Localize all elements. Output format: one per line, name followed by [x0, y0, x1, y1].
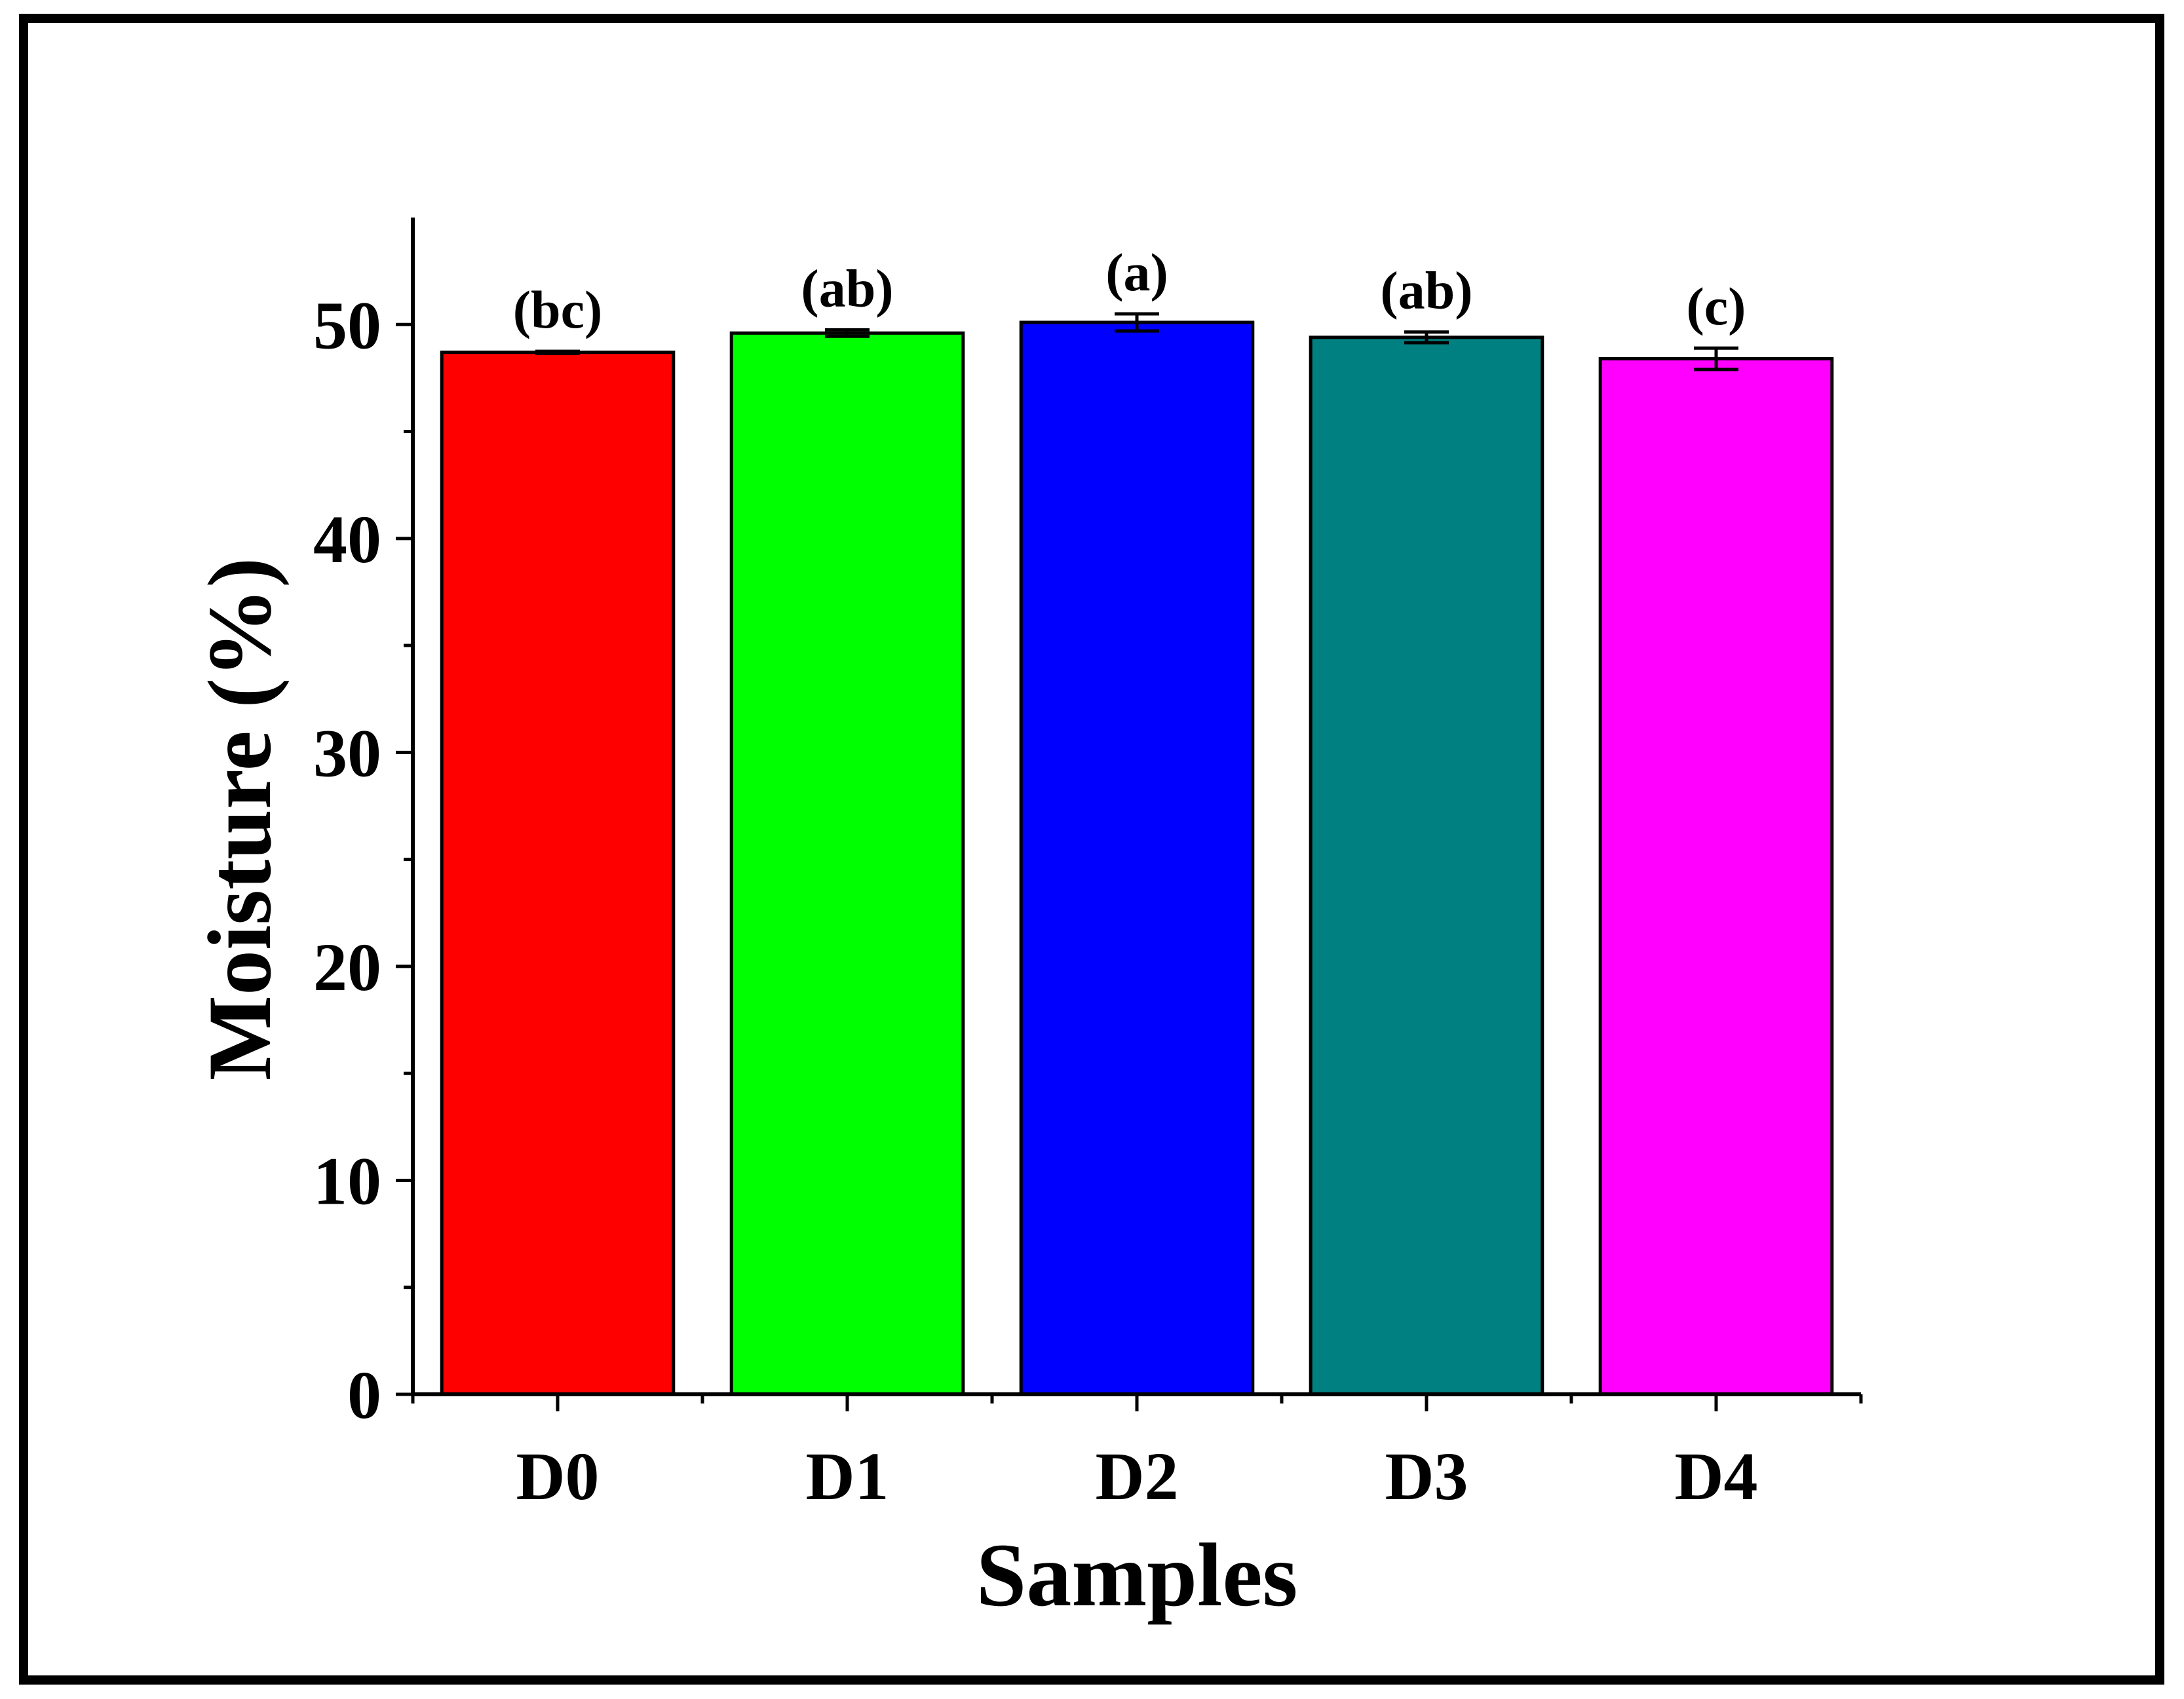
- x-tick-label-d3: D3: [1385, 1439, 1468, 1514]
- significance-label-d3: (ab): [1380, 261, 1472, 320]
- y-tick-label: 0: [347, 1358, 381, 1433]
- bar-d3: [1309, 335, 1544, 1396]
- x-tick-label-d4: D4: [1674, 1439, 1757, 1514]
- y-axis-ticks: 0 10 20 30 40 50: [313, 288, 413, 1433]
- y-tick-label: 10: [313, 1143, 381, 1219]
- error-bar-d1: [825, 328, 870, 338]
- bar-d1: [729, 331, 965, 1396]
- significance-label-d2: (a): [1105, 242, 1168, 302]
- bar-d4: [1598, 357, 1834, 1396]
- bars-layer: [440, 320, 1834, 1396]
- x-tick-label-d1: D1: [805, 1439, 889, 1514]
- error-bar-d2: [1115, 312, 1159, 333]
- error-bars-layer: [535, 312, 1738, 372]
- significance-labels-layer: (bc) (ab) (a) (ab) (c): [513, 242, 1746, 339]
- x-tick-label-d2: D2: [1095, 1439, 1178, 1514]
- x-tick-label-d0: D0: [516, 1439, 599, 1514]
- bar-d0: [440, 351, 676, 1396]
- significance-label-d0: (bc): [513, 280, 603, 339]
- y-tick-label: 30: [313, 716, 381, 791]
- error-bar-d4: [1694, 346, 1738, 372]
- significance-label-d1: (ab): [801, 258, 893, 318]
- y-tick-label: 20: [313, 930, 381, 1005]
- x-axis-title: Samples: [976, 1525, 1298, 1625]
- y-axis-title: Moisture (%): [189, 558, 290, 1080]
- error-bar-d0: [535, 349, 580, 355]
- figure-border: [19, 14, 2164, 1685]
- x-axis-ticks: D0 D1 D2 D3 D4: [411, 1394, 1863, 1514]
- y-tick-label: 50: [313, 288, 381, 363]
- bar-d2: [1019, 320, 1255, 1396]
- error-bar-d3: [1404, 330, 1449, 345]
- significance-label-d4: (c): [1686, 277, 1746, 336]
- y-tick-label: 40: [313, 502, 381, 577]
